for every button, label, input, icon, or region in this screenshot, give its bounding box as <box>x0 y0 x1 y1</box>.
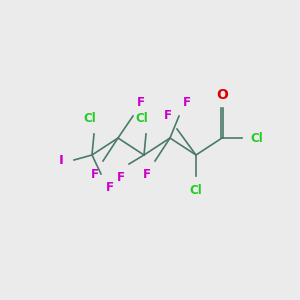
Text: F: F <box>183 96 191 109</box>
Text: F: F <box>143 168 151 181</box>
Text: Cl: Cl <box>250 131 263 145</box>
Text: F: F <box>137 96 145 109</box>
Text: F: F <box>117 171 125 184</box>
Text: F: F <box>106 181 114 194</box>
Text: Cl: Cl <box>136 112 148 125</box>
Text: Cl: Cl <box>84 112 96 125</box>
Text: O: O <box>216 88 228 102</box>
Text: F: F <box>91 168 99 181</box>
Text: I: I <box>59 154 64 166</box>
Text: Cl: Cl <box>190 184 202 197</box>
Text: F: F <box>164 109 172 122</box>
